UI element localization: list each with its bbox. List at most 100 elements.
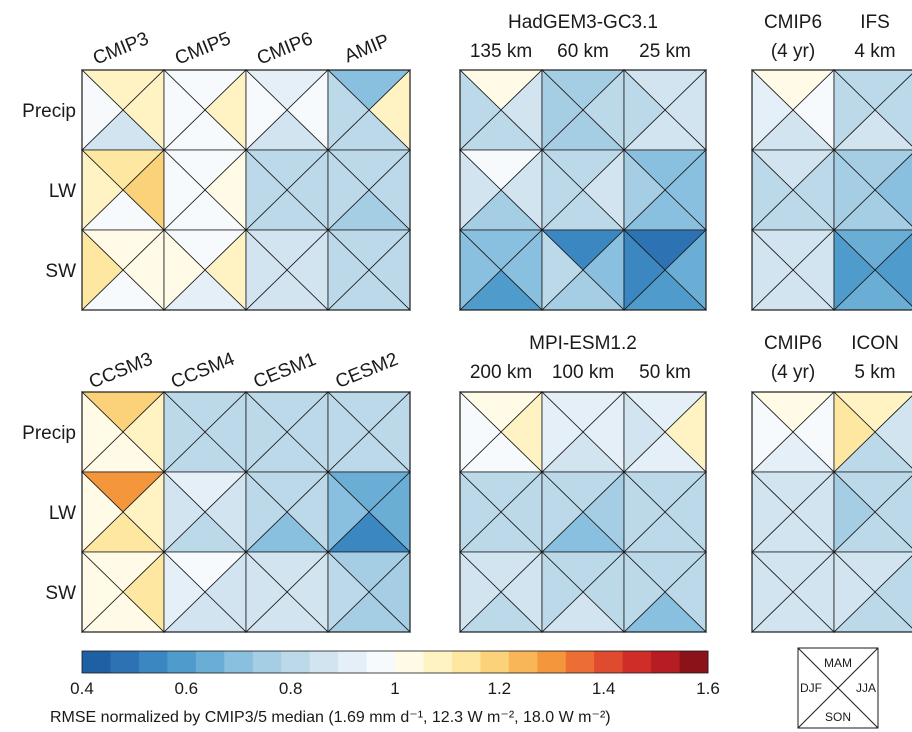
colorbar-segment	[423, 651, 453, 673]
column-header-line2: (4 yr)	[771, 362, 815, 383]
cell-triangle-djf	[623, 551, 666, 633]
cell-triangle-djf	[623, 149, 666, 231]
colorbar-segment	[224, 651, 254, 673]
colorbar-segment	[508, 651, 538, 673]
cell-triangle-djf	[245, 471, 288, 553]
panel-cmip-generations: CMIP3 CMIP5 CMIP6 AMIP	[81, 28, 411, 311]
colorbar-segment	[309, 651, 339, 673]
row-label-sw: SW	[45, 261, 76, 282]
colorbar-segment	[82, 651, 111, 673]
panel-title: MPI-ESM1.2	[529, 333, 637, 354]
row-labels: Precip LW SW Precip LW SW	[22, 101, 76, 604]
cell-triangle-djf	[163, 69, 206, 151]
column-header-line1: CMIP6	[764, 12, 822, 33]
panel-border	[459, 69, 707, 311]
colorbar-tick-label: 1.4	[592, 679, 616, 698]
colorbar-segment	[252, 651, 282, 673]
column-header: 100 km	[552, 362, 614, 383]
cell-triangle-djf	[245, 551, 288, 633]
column-header: CESM2	[333, 349, 402, 393]
cell-triangle-djf	[833, 69, 876, 151]
cell-triangle-djf	[163, 149, 206, 231]
colorbar-tick-label: 0.6	[175, 679, 199, 698]
cell-triangle-djf	[327, 391, 370, 473]
cell-triangle-djf	[541, 69, 584, 151]
cell-triangle-djf	[541, 471, 584, 553]
cell-triangle-djf	[623, 471, 666, 553]
colorbar-segment	[366, 651, 396, 673]
column-header-line2: 5 km	[854, 362, 895, 383]
row-label-precip: Precip	[22, 423, 76, 444]
column-header: CCSM4	[168, 349, 238, 394]
column-header-line2: (4 yr)	[771, 41, 815, 62]
season-key-bottom: SON	[825, 710, 851, 724]
cell-triangle-djf	[833, 391, 876, 473]
season-key-left: DJF	[800, 681, 822, 695]
cell-triangle-djf	[623, 229, 666, 311]
colorbar-segment	[451, 651, 481, 673]
cell-triangle-djf	[541, 551, 584, 633]
colorbar-tick-label: 1.6	[696, 679, 720, 698]
colorbar-tick-label: 1	[390, 679, 399, 698]
panel-border	[459, 391, 707, 633]
colorbar-segment	[622, 651, 652, 673]
colorbar-segment	[195, 651, 225, 673]
cell-triangle-djf	[327, 229, 370, 311]
panel-border	[81, 391, 411, 633]
cell-triangle-djf	[245, 391, 288, 473]
colorbar-tick-label: 0.4	[70, 679, 94, 698]
panel-ifs: CMIP6 (4 yr) IFS 4 km	[751, 12, 912, 311]
cell-triangle-djf	[245, 69, 288, 151]
colorbar-segment	[565, 651, 595, 673]
cell-triangle-djf	[541, 149, 584, 231]
panel-border	[751, 69, 912, 311]
colorbar-segment	[110, 651, 140, 673]
cell-triangle-djf	[833, 229, 876, 311]
colorbar-segment	[679, 651, 709, 673]
cell-triangle-djf	[833, 149, 876, 231]
cell-triangle-djf	[327, 551, 370, 633]
colorbar-caption: RMSE normalized by CMIP3/5 median (1.69 …	[50, 709, 611, 726]
colorbar-segment	[138, 651, 168, 673]
cell-triangle-djf	[245, 229, 288, 311]
column-header: 60 km	[557, 41, 609, 62]
season-key-right: JJA	[856, 681, 876, 695]
cell-triangle-djf	[327, 69, 370, 151]
cell-triangle-djf	[623, 391, 666, 473]
cell-triangle-djf	[833, 471, 876, 553]
column-header-line1: ICON	[851, 333, 899, 354]
column-header: CMIP5	[172, 28, 234, 69]
panel-border	[751, 391, 912, 633]
colorbar-segment	[594, 651, 624, 673]
cell-triangle-djf	[623, 69, 666, 151]
season-key-diagonal	[797, 647, 879, 729]
column-header: CMIP6	[254, 28, 316, 69]
column-header: 200 km	[470, 362, 532, 383]
cell-triangle-djf	[327, 149, 370, 231]
colorbar-segment	[651, 651, 681, 673]
cell-triangle-djf	[833, 551, 876, 633]
column-header: 135 km	[470, 41, 532, 62]
panel-icon: CMIP6 (4 yr) ICON 5 km	[751, 333, 912, 633]
colorbar-segment	[167, 651, 197, 673]
colorbar-segment	[395, 651, 424, 673]
season-key-top: MAM	[824, 656, 852, 670]
colorbar-segment	[281, 651, 311, 673]
cell-triangle-djf	[163, 471, 206, 553]
colorbar	[81, 650, 709, 674]
column-header: CESM1	[251, 349, 320, 393]
cell-triangle-djf	[327, 471, 370, 553]
column-header-line1: IFS	[860, 12, 890, 33]
colorbar-tick-label: 1.2	[488, 679, 512, 698]
season-key: MAM DJF JJA SON	[797, 647, 879, 729]
cell-triangle-djf	[163, 229, 206, 311]
column-header-line1: CMIP6	[764, 333, 822, 354]
panel-hadgem: HadGEM3-GC3.1 135 km 60 km 25 km	[459, 12, 707, 311]
colorbar-segment	[537, 651, 567, 673]
row-label-lw: LW	[49, 503, 76, 524]
heatmap-panels: CMIP3 CMIP5 CMIP6 AMIP HadGEM3-GC3.1 135 km 60…	[81, 12, 912, 633]
column-header-line2: 4 km	[854, 41, 895, 62]
colorbar-tick-label: 0.8	[279, 679, 303, 698]
column-header: 25 km	[639, 41, 691, 62]
